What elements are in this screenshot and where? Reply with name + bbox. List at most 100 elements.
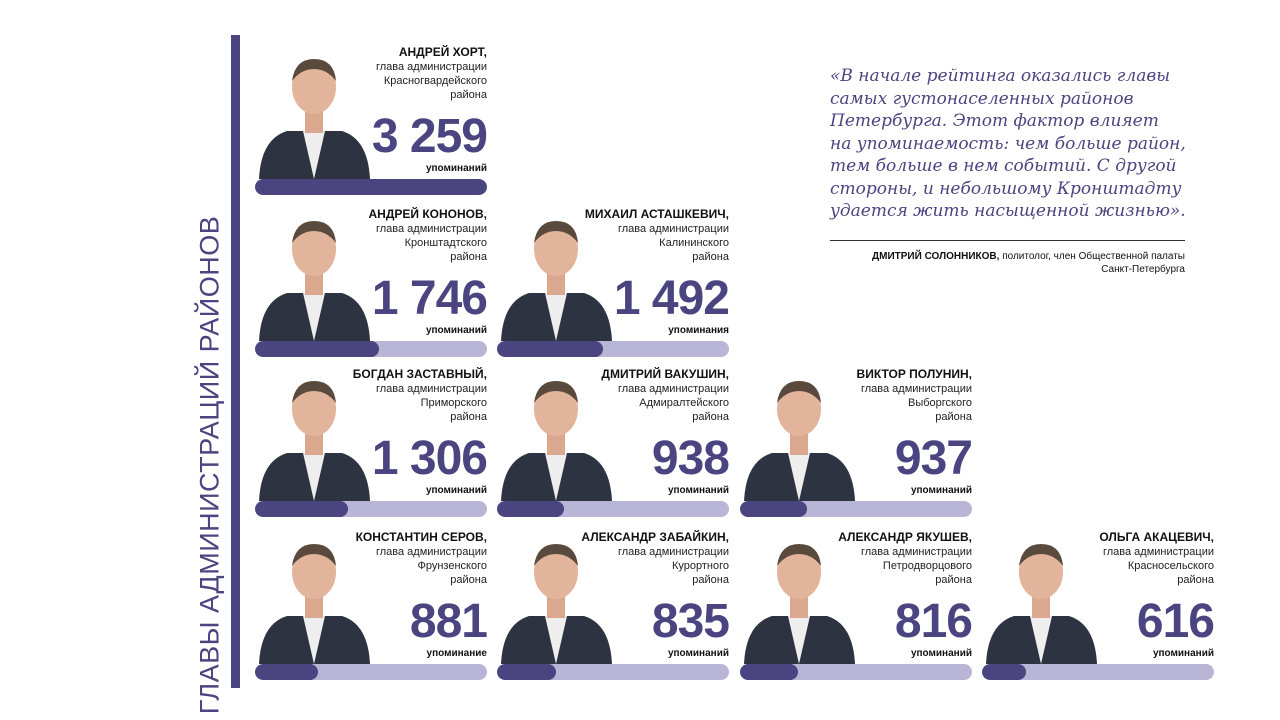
person-role: района <box>692 411 729 423</box>
bar <box>255 664 318 680</box>
person-card: АНДРЕЙ КОНОНОВ, глава администрации Кроншт… <box>255 207 488 357</box>
person-role: глава администрации <box>617 383 729 395</box>
bar <box>255 341 380 357</box>
person-role: Фрунзенского <box>417 560 488 572</box>
mentions-count: 616 <box>1136 595 1215 648</box>
person-role: района <box>935 574 972 586</box>
person-role: Калининского <box>659 237 729 249</box>
quote-line: на упоминаемость: чем больше район, <box>830 133 1186 154</box>
person-role: Красносельского <box>1127 560 1214 572</box>
mentions-unit: упоминаний <box>910 485 972 496</box>
photo <box>259 544 370 664</box>
person-role: глава администрации <box>375 546 487 558</box>
person-role: глава администрации <box>375 61 487 73</box>
bar-track <box>255 501 487 517</box>
person-role: района <box>450 411 487 423</box>
author: ДМИТРИЙ СОЛОННИКОВ, <box>872 251 1000 262</box>
person-card: АЛЕКСАНДР ЯКУШЕВ, глава администрации Петр… <box>740 530 973 680</box>
mentions-count: 938 <box>651 432 730 485</box>
bar-track <box>497 341 729 357</box>
person-name: МИХАИЛ АСТАШКЕВИЧ, <box>584 207 729 221</box>
bar <box>255 501 348 517</box>
person-role: глава администрации <box>860 383 972 395</box>
person-role: глава администрации <box>375 383 487 395</box>
mentions-unit: упоминаний <box>425 325 487 336</box>
person-role: Курортного <box>671 560 729 572</box>
mentions-unit: упоминание <box>426 648 487 659</box>
mentions-unit: упоминаний <box>1152 648 1214 659</box>
person-name: АЛЕКСАНДР ЯКУШЕВ, <box>838 530 972 544</box>
person-role: Выборгского <box>908 397 972 409</box>
photo <box>501 381 612 501</box>
bar-track <box>255 341 487 357</box>
person-name: ДМИТРИЙ ВАКУШИН, <box>601 367 729 381</box>
mentions-unit: упоминаний <box>667 648 729 659</box>
person-role: района <box>692 251 729 263</box>
mentions-count: 1 306 <box>371 432 488 485</box>
person-role: глава администрации <box>617 223 729 235</box>
mentions-unit: упоминаний <box>425 485 487 496</box>
quote-line: Петербурга. Этот фактор влияет <box>830 111 1159 131</box>
person-name: АЛЕКСАНДР ЗАБАЙКИН, <box>581 530 729 544</box>
person-role: Приморского <box>420 397 487 409</box>
mentions-count: 816 <box>894 595 973 648</box>
person-role: района <box>450 251 487 263</box>
person-card: МИХАИЛ АСТАШКЕВИЧ, глава администрации Кал… <box>497 207 730 357</box>
bar <box>497 501 564 517</box>
mentions-unit: упоминаний <box>910 648 972 659</box>
quote-rule <box>830 240 1185 241</box>
bar-track <box>740 501 972 517</box>
quote-line: стороны, и небольшому Кронштадту <box>830 178 1182 199</box>
person-card: КОНСТАНТИН СЕРОВ, глава администрации Фрун… <box>255 530 488 680</box>
bar <box>497 341 604 357</box>
quote-line: самых густонаселенных районов <box>830 88 1134 109</box>
person-card: ДМИТРИЙ ВАКУШИН, глава администрации Адмир… <box>497 367 730 517</box>
mentions-count: 1 746 <box>371 272 488 325</box>
person-role: района <box>450 89 487 101</box>
quote-line: «В начале рейтинга оказались главы <box>830 66 1171 86</box>
photo <box>259 381 370 501</box>
person-role: Адмиралтейского <box>639 397 729 409</box>
bar <box>740 501 807 517</box>
mentions-count: 1 492 <box>613 272 730 325</box>
bar-track <box>740 664 972 680</box>
mentions-count: 937 <box>894 432 973 485</box>
person-name: ВИКТОР ПОЛУНИН, <box>856 367 972 381</box>
bar <box>497 664 557 680</box>
bar <box>982 664 1026 680</box>
side-title: ГЛАВЫ АДМИНИСТРАЦИЙ РАЙОНОВ <box>194 215 225 715</box>
mentions-unit: упоминания <box>668 325 729 336</box>
mentions-unit: упоминаний <box>667 485 729 496</box>
person-role: района <box>1177 574 1214 586</box>
mentions-count: 881 <box>409 595 488 648</box>
person-role: района <box>935 411 972 423</box>
photo <box>259 59 370 179</box>
mentions-count: 835 <box>651 595 730 648</box>
person-name: АНДРЕЙ КОНОНОВ, <box>368 207 487 221</box>
author-role: Санкт-Петербурга <box>1101 264 1185 275</box>
bar-track <box>982 664 1214 680</box>
photo <box>986 544 1097 664</box>
mentions-unit: упоминаний <box>425 163 487 174</box>
person-name: АНДРЕЙ ХОРТ, <box>398 45 487 59</box>
photo <box>501 544 612 664</box>
attribution: ДМИТРИЙ СОЛОННИКОВ, политолог, член Обще… <box>872 250 1185 276</box>
photo <box>744 544 855 664</box>
person-name: БОГДАН ЗАСТАВНЫЙ, <box>352 367 487 381</box>
person-role: района <box>692 574 729 586</box>
person-card: АЛЕКСАНДР ЗАБАЙКИН, глава администрации Ку… <box>497 530 730 680</box>
person-card: ОЛЬГА АКАЦЕВИЧ, глава администрации Красно… <box>982 530 1215 680</box>
person-card: АНДРЕЙ ХОРТ, глава администрации Красногва… <box>255 45 488 195</box>
bar-track <box>255 179 487 195</box>
bar <box>740 664 799 680</box>
person-role: глава администрации <box>375 223 487 235</box>
person-name: КОНСТАНТИН СЕРОВ, <box>355 530 487 544</box>
person-role: района <box>450 574 487 586</box>
person-card: БОГДАН ЗАСТАВНЫЙ, глава администрации Прим… <box>255 367 488 517</box>
bar-track <box>497 664 729 680</box>
bar-track <box>497 501 729 517</box>
author-role: политолог, член Общественной палаты <box>1002 251 1185 262</box>
person-role: глава администрации <box>1102 546 1214 558</box>
photo <box>259 221 370 341</box>
